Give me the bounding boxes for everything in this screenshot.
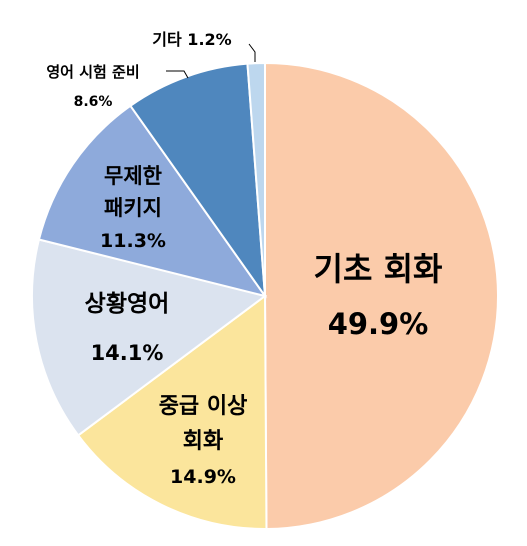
pie-slice-basic-conversation: [264, 61, 499, 531]
value-intermediate: 14.9%: [170, 466, 236, 488]
pie-slice-unlimited: [37, 104, 268, 298]
pie-slice-situational-english: [31, 238, 268, 437]
leader-line-exam-prep: [166, 70, 189, 79]
value-situational-english: 14.1%: [91, 341, 164, 365]
leader-line-other: [248, 43, 256, 62]
label-other: 기타 1.2%: [152, 30, 231, 49]
label-basic-conversation: 기초 회화: [314, 250, 443, 288]
value-exam-prep: 8.6%: [74, 94, 113, 110]
label-situational-english: 상황영어: [85, 291, 170, 317]
pie-slices: [31, 61, 499, 531]
value-basic-conversation: 49.9%: [328, 307, 429, 341]
label-unlimited-line2: 패키지: [104, 196, 162, 220]
label-exam-prep: 영어 시험 준비: [46, 63, 139, 81]
label-intermediate-line2: 회화: [183, 429, 223, 454]
pie-slice-other: [246, 61, 266, 297]
label-unlimited-line1: 무제한: [104, 164, 162, 188]
pie-slice-intermediate: [76, 294, 268, 530]
label-intermediate-line1: 중급 이상: [159, 394, 248, 419]
pie-slice-exam-prep: [129, 62, 267, 300]
value-unlimited: 11.3%: [100, 230, 166, 252]
